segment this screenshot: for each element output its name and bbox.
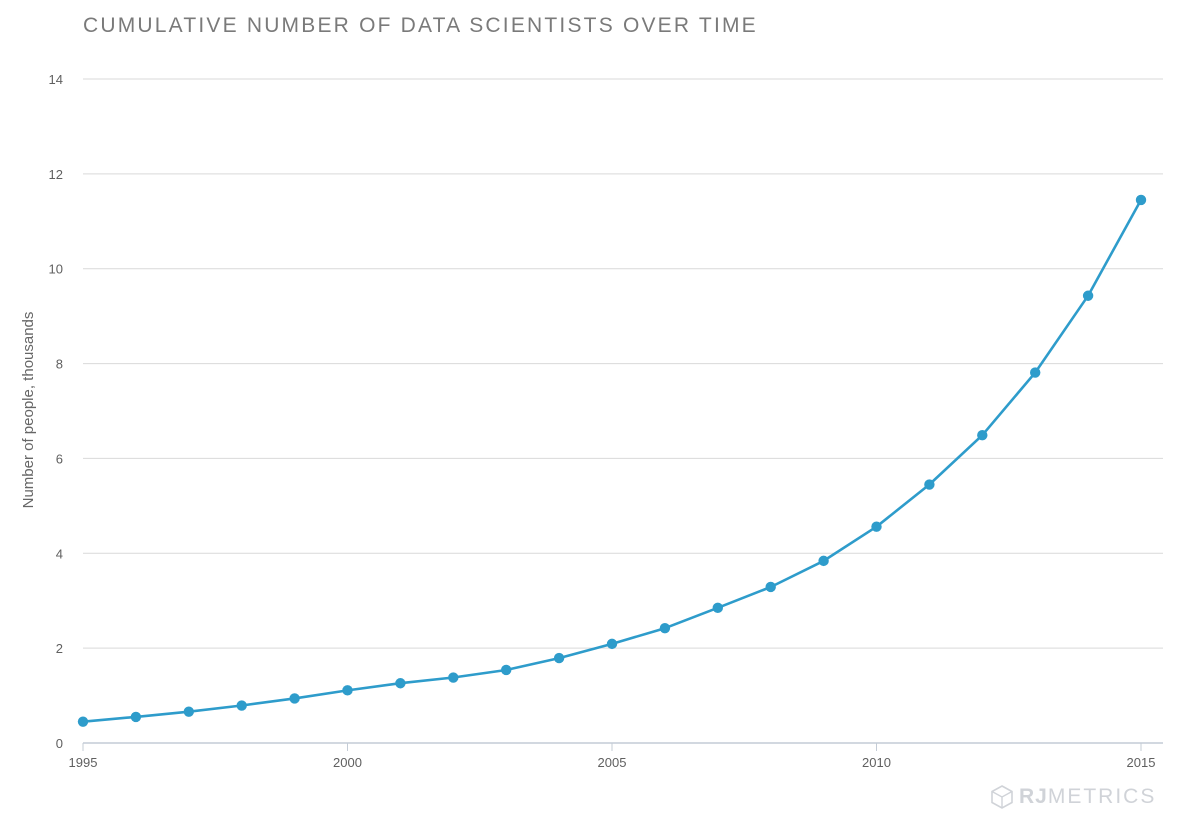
data-point-2002 xyxy=(448,672,459,683)
y-axis-label: Number of people, thousands xyxy=(20,312,37,509)
data-point-1998 xyxy=(236,700,247,711)
data-point-2001 xyxy=(395,678,406,689)
y-tick-label: 4 xyxy=(56,546,63,561)
y-tick-label: 2 xyxy=(56,641,63,656)
data-point-2005 xyxy=(606,638,618,650)
gridlines xyxy=(83,78,1163,649)
series xyxy=(77,194,1147,727)
y-tick-label: 8 xyxy=(56,357,63,372)
y-tick-label: 12 xyxy=(49,167,63,182)
y-tick-label: 14 xyxy=(49,72,63,87)
data-point-1997 xyxy=(183,706,194,717)
data-point-2012 xyxy=(977,429,988,441)
data-point-2000 xyxy=(342,685,353,696)
axes: 0 2 4 6 8 10 12 14 1995 2000 2005 2010 2015 xyxy=(49,72,1163,770)
data-point-2006 xyxy=(659,623,671,634)
y-tick-label: 6 xyxy=(56,451,63,466)
data-point-2013 xyxy=(1030,367,1041,378)
brand-name-strong: RJ xyxy=(1019,785,1048,808)
brand-logo: RJMETRICS xyxy=(991,785,1156,809)
data-point-2015 xyxy=(1135,194,1147,206)
data-point-2009 xyxy=(818,555,829,567)
data-point-2003 xyxy=(501,664,512,676)
x-tick-label: 2015 xyxy=(1127,755,1156,770)
data-point-2010 xyxy=(871,521,882,532)
data-point-1996 xyxy=(130,711,142,723)
data-point-2011 xyxy=(924,479,935,490)
data-point-2007 xyxy=(712,602,723,614)
x-tick-label: 2010 xyxy=(862,755,891,770)
data-point-1995 xyxy=(77,716,89,727)
chart-title: CUMULATIVE NUMBER OF DATA SCIENTISTS OVE… xyxy=(83,14,758,37)
data-point-2008 xyxy=(765,581,776,593)
y-tick-label: 0 xyxy=(56,736,63,751)
x-tick-label: 2000 xyxy=(333,755,362,770)
data-point-2004 xyxy=(553,652,565,664)
y-tick-label: 10 xyxy=(49,262,63,277)
brand-name: RJMETRICS xyxy=(1019,785,1156,809)
data-point-2014 xyxy=(1082,290,1094,301)
brand-name-light: METRICS xyxy=(1047,785,1157,808)
data-point-1999 xyxy=(289,693,300,704)
x-tick-label: 1995 xyxy=(69,755,98,770)
cube-icon xyxy=(991,785,1013,809)
x-tick-label: 2005 xyxy=(598,755,627,770)
